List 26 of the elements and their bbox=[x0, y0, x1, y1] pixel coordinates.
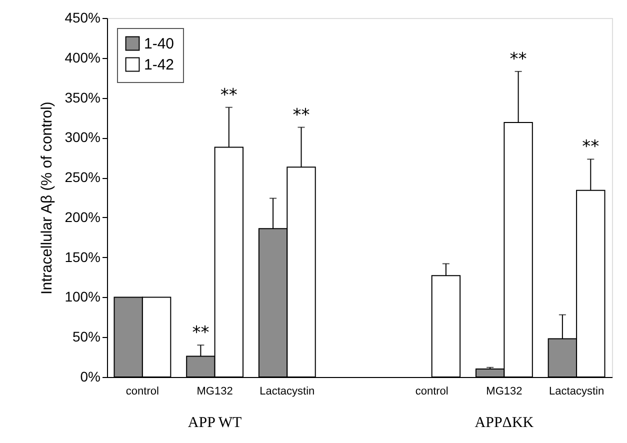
x-tick-label: MG132 bbox=[196, 386, 233, 398]
y-tick-label: 150% bbox=[64, 248, 100, 265]
y-tick-label: 300% bbox=[64, 129, 100, 146]
y-tick-label: 100% bbox=[64, 288, 100, 305]
y-axis-title: Intracellular Aβ (% of control) bbox=[38, 102, 56, 294]
x-tick-label: Lactacystin bbox=[549, 386, 604, 398]
data-label: ** bbox=[510, 49, 527, 70]
data-label: ** bbox=[292, 105, 310, 126]
y-tick-label: 250% bbox=[64, 169, 100, 186]
data-label: ** bbox=[192, 323, 210, 344]
y-tick-label: 450% bbox=[64, 10, 100, 26]
y-tick-label: 400% bbox=[64, 49, 100, 66]
legend-label: 1-40 bbox=[144, 36, 174, 52]
legend-label: 1-42 bbox=[144, 56, 174, 74]
y-tick-label: 50% bbox=[72, 328, 100, 345]
x-tick-label: Lactacystin bbox=[260, 386, 315, 398]
x-tick-label: control bbox=[415, 386, 448, 398]
data-label: ** bbox=[220, 85, 238, 106]
data-label: ** bbox=[582, 137, 600, 158]
text: APP WT bbox=[188, 415, 242, 431]
text: APPΔKK bbox=[474, 415, 534, 431]
y-tick-label: 0% bbox=[80, 368, 100, 384]
x-tick-label: control bbox=[126, 386, 159, 398]
y-tick-label: 200% bbox=[64, 208, 100, 225]
x-tick-label: MG132 bbox=[486, 386, 522, 398]
y-tick-label: 350% bbox=[64, 89, 100, 106]
